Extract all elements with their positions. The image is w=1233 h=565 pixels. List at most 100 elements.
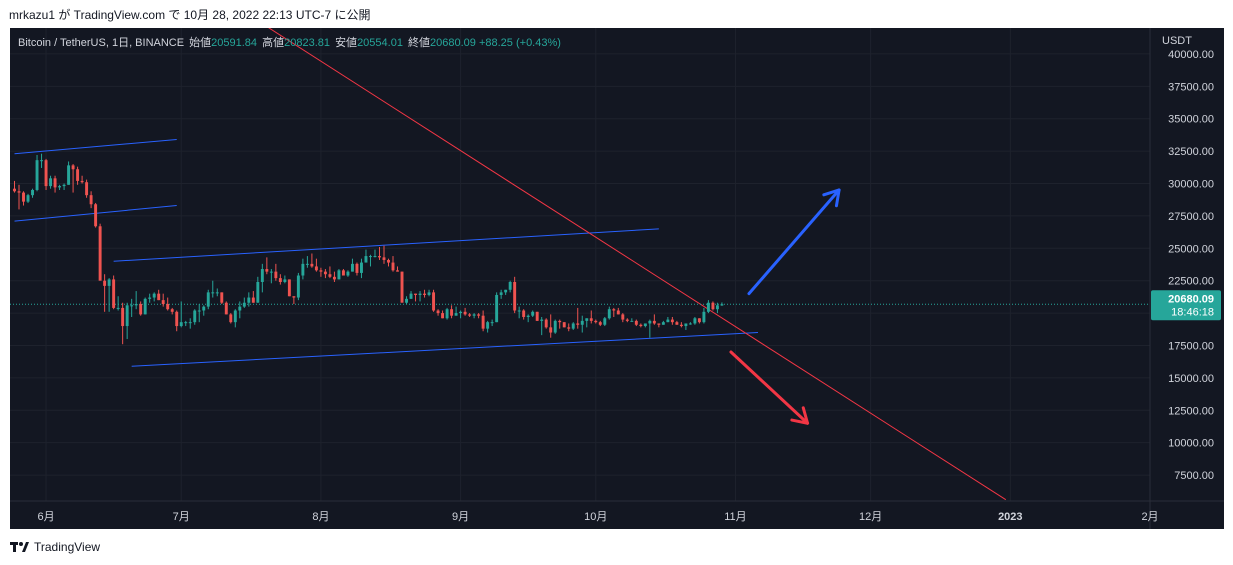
candle-body	[116, 307, 120, 309]
candle-body	[80, 180, 84, 183]
chart-panel[interactable]: USDT 40000.00 37500.00 35000.00 32500.00 3000…	[10, 28, 1224, 529]
candle-body	[544, 319, 548, 328]
candle-body	[657, 323, 661, 325]
open-value: 20591.84	[211, 37, 258, 49]
candle-body	[562, 322, 566, 328]
candle-body	[67, 165, 71, 185]
candle-body	[607, 309, 611, 319]
price-tick-label: 40000.00	[1168, 49, 1214, 61]
candle-body	[49, 178, 53, 187]
time-tick-label: 8月	[312, 511, 329, 523]
candle-body	[296, 275, 300, 298]
candle-body	[166, 304, 170, 310]
candle-body	[688, 323, 692, 325]
candle-body	[463, 311, 467, 315]
candle-body	[571, 323, 575, 329]
candle-body	[305, 263, 309, 265]
candle-body	[310, 263, 314, 267]
candle-body	[301, 263, 305, 276]
high-label: 高値	[262, 37, 285, 49]
candle-body	[157, 293, 161, 301]
last-price-label: 20680.09	[1168, 293, 1214, 305]
candle-body	[387, 259, 390, 263]
candle-body	[188, 322, 192, 324]
arrow-up-shaft	[747, 188, 841, 296]
candle-body	[621, 314, 625, 320]
candle-body	[531, 311, 535, 316]
time-tick-label: 2023	[998, 511, 1022, 523]
candle-body	[274, 271, 278, 279]
candle-body	[495, 294, 499, 323]
footer-brand[interactable]: TradingView	[10, 540, 100, 554]
candle-body	[35, 160, 39, 190]
candle-body	[184, 322, 188, 324]
candle-body	[585, 318, 589, 321]
candle-body	[85, 182, 89, 196]
candle-body	[558, 320, 562, 323]
price-tick-label: 12500.00	[1168, 405, 1214, 417]
publish-caption: mrkazu1 が TradingView.com で 10月 28, 2022…	[9, 8, 371, 22]
candle-body	[648, 320, 652, 324]
candle-body	[251, 297, 255, 303]
candle-body	[481, 315, 485, 329]
candle-body	[666, 319, 670, 323]
candle-body	[639, 324, 643, 327]
candle-body	[436, 310, 440, 314]
time-tick-label: 9月	[452, 511, 469, 523]
candle-body	[44, 160, 48, 187]
candle-body	[148, 297, 152, 299]
price-tick-label: 37500.00	[1168, 81, 1214, 93]
time-tick-label: 7月	[173, 511, 190, 523]
price-tick-label: 10000.00	[1168, 438, 1214, 450]
candle-body	[53, 178, 57, 188]
candle-body	[31, 189, 34, 196]
candle-body	[715, 305, 719, 310]
candle-body	[215, 292, 219, 294]
candle-body	[540, 319, 544, 321]
candle-body	[134, 304, 138, 306]
price-tick-label: 35000.00	[1168, 114, 1214, 126]
arrow-up-head	[822, 188, 841, 208]
price-tick-label: 15000.00	[1168, 373, 1214, 385]
candle-body	[499, 292, 503, 295]
candle-body	[580, 320, 584, 325]
arrow-down-head	[790, 406, 810, 425]
candle-body	[233, 310, 237, 323]
resistance-trendline	[268, 28, 1007, 501]
candle-body	[504, 289, 508, 293]
candlestick-chart[interactable]: USDT 40000.00 37500.00 35000.00 32500.00 3000…	[10, 28, 1224, 529]
candle-body	[22, 192, 25, 202]
candle-body	[450, 309, 454, 316]
time-tick-label: 2月	[1141, 511, 1158, 523]
candle-body	[468, 314, 472, 316]
price-tick-label: 30000.00	[1168, 179, 1214, 191]
tradingview-logo-icon	[10, 542, 29, 552]
candle-body	[161, 300, 165, 305]
candle-body	[323, 271, 327, 275]
candle-body	[58, 186, 62, 188]
candle-body	[238, 306, 242, 311]
candle-body	[427, 292, 431, 295]
candle-body	[319, 270, 323, 272]
close-value: 20680.09	[430, 37, 476, 49]
candle-body	[490, 322, 494, 324]
candle-body	[486, 322, 490, 329]
candle-body	[359, 262, 363, 273]
candle-body	[224, 302, 228, 315]
channel-line	[113, 228, 659, 262]
candle-body	[553, 320, 557, 333]
candle-body	[364, 256, 368, 263]
candle-body	[211, 292, 215, 294]
candle-body	[598, 322, 602, 325]
candle-body	[125, 305, 129, 327]
candle-body	[229, 314, 233, 323]
candle-body	[535, 311, 539, 321]
candle-body	[693, 318, 697, 324]
candle-body	[513, 281, 517, 311]
candle-body	[472, 314, 476, 316]
candle-body	[612, 309, 616, 311]
candle-body	[423, 293, 427, 295]
candle-body	[292, 296, 296, 298]
candle-body	[670, 319, 674, 323]
candle-body	[711, 302, 715, 310]
